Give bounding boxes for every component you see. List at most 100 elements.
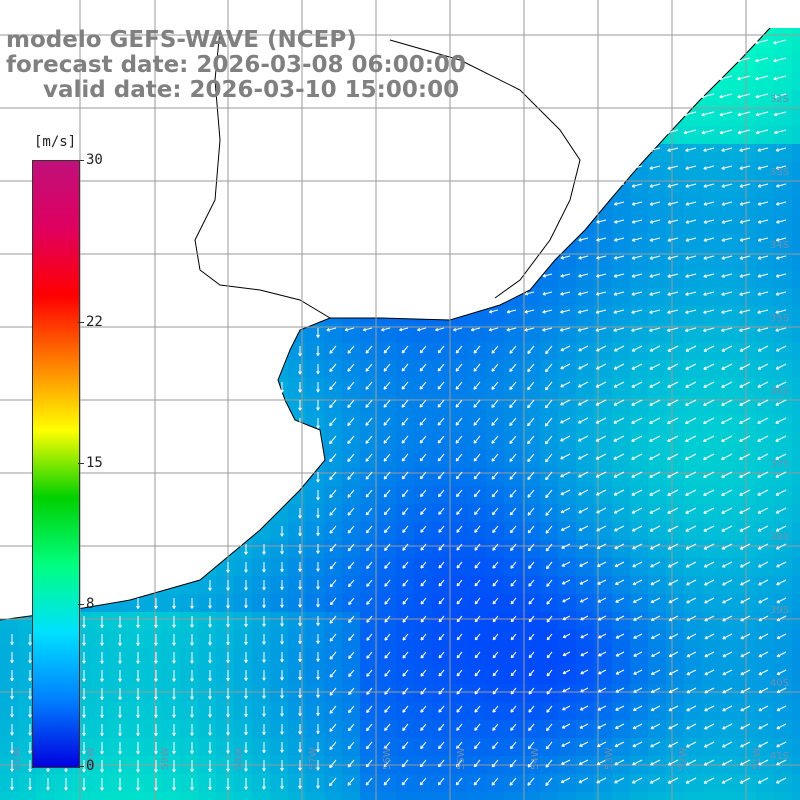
wind-arrow-head <box>82 678 85 682</box>
wind-arrow-head <box>365 745 368 749</box>
speed-cell <box>738 666 756 684</box>
speed-cell <box>648 792 666 800</box>
wind-arrow-head <box>510 583 512 587</box>
wind-arrow <box>384 651 391 659</box>
wind-arrow <box>598 633 607 639</box>
wind-arrow <box>774 129 787 134</box>
wind-arrow-head <box>244 623 247 627</box>
wind-arrow-head <box>316 730 319 735</box>
wind-arrow-head <box>10 714 13 718</box>
speed-cell <box>360 738 378 756</box>
wind-arrow-head <box>172 714 175 718</box>
wind-arrow <box>527 525 535 534</box>
wind-arrow <box>703 165 715 170</box>
wind-arrow <box>613 471 625 478</box>
speed-cell <box>324 378 342 396</box>
speed-cell <box>594 270 612 288</box>
wind-arrow-head <box>685 220 689 223</box>
wind-arrow-head <box>631 274 635 277</box>
wind-arrow <box>474 669 481 677</box>
wind-arrow-head <box>649 202 653 205</box>
wind-arrow <box>721 543 733 550</box>
speed-cell <box>594 216 612 234</box>
wind-arrow-head <box>650 599 654 603</box>
wind-arrow-head <box>722 635 725 639</box>
wind-arrow-head <box>420 691 422 695</box>
wind-arrow <box>384 759 391 768</box>
wind-arrow-head <box>528 709 530 713</box>
wind-arrow-head <box>560 491 564 495</box>
wind-arrow <box>420 597 427 605</box>
speed-cell <box>648 162 666 180</box>
wind-arrow-head <box>685 456 688 460</box>
speed-cell <box>468 792 486 800</box>
wind-arrow <box>420 669 427 677</box>
wind-arrow <box>685 273 697 278</box>
speed-cell <box>342 378 360 396</box>
speed-cell <box>378 342 396 360</box>
wind-arrow-head <box>190 605 193 609</box>
speed-cell <box>720 144 738 162</box>
wind-arrow-head <box>757 202 761 205</box>
wind-arrow <box>330 597 337 606</box>
wind-arrow <box>365 417 373 426</box>
wind-arrow-head <box>775 202 779 205</box>
wind-arrow-head <box>703 220 707 223</box>
wind-arrow-head <box>544 404 547 409</box>
wind-arrow-head <box>190 750 193 754</box>
wind-arrow <box>348 561 355 570</box>
wind-arrow <box>384 615 391 623</box>
wind-arrow-head <box>455 349 458 354</box>
wind-arrow <box>757 417 769 424</box>
wind-arrow <box>633 597 643 603</box>
speed-cell <box>378 522 396 540</box>
wind-arrow-head <box>721 274 725 277</box>
wind-arrow-head <box>280 731 283 735</box>
speed-cell <box>306 522 324 540</box>
speed-cell <box>666 198 684 216</box>
wind-arrow-head <box>298 353 301 357</box>
speed-cell <box>666 792 684 800</box>
wind-arrow <box>384 507 391 516</box>
wind-arrow <box>419 435 427 444</box>
wind-arrow-head <box>226 641 229 646</box>
wind-arrow <box>722 723 733 730</box>
speed-cell <box>396 468 414 486</box>
wind-arrow <box>384 633 391 641</box>
wind-arrow <box>528 723 535 731</box>
wind-arrow <box>384 741 391 750</box>
wind-arrow-head <box>172 642 175 646</box>
wind-arrow-head <box>492 547 494 551</box>
wind-arrow-head <box>562 634 566 638</box>
wind-arrow <box>402 687 409 695</box>
wind-arrow-head <box>649 256 653 259</box>
wind-arrow-head <box>154 605 157 609</box>
speed-cell <box>702 522 720 540</box>
wind-arrow <box>438 741 445 749</box>
wind-arrow-head <box>226 732 229 736</box>
speed-cell <box>702 648 720 666</box>
wind-arrow-head <box>208 732 211 736</box>
speed-cell <box>666 486 684 504</box>
wind-arrow-head <box>509 476 512 480</box>
speed-cell <box>432 360 450 378</box>
wind-arrow <box>524 327 535 331</box>
wind-arrow <box>545 453 553 463</box>
wind-arrow-head <box>280 586 283 590</box>
speed-cell <box>342 702 360 720</box>
wind-arrow <box>596 237 607 241</box>
wind-arrow-head <box>721 492 724 496</box>
wind-arrow-head <box>172 660 175 664</box>
wind-arrow <box>685 399 697 406</box>
speed-cell <box>144 612 162 630</box>
speed-cell <box>756 54 774 72</box>
wind-arrow <box>329 381 337 390</box>
speed-cell <box>342 720 360 738</box>
wind-arrow-head <box>456 529 458 533</box>
speed-cell <box>486 504 504 522</box>
speed-cell <box>450 774 468 792</box>
wind-arrow <box>419 399 427 408</box>
wind-arrow-head <box>473 404 475 408</box>
wind-arrow <box>703 327 715 332</box>
wind-arrow-head <box>668 653 672 657</box>
